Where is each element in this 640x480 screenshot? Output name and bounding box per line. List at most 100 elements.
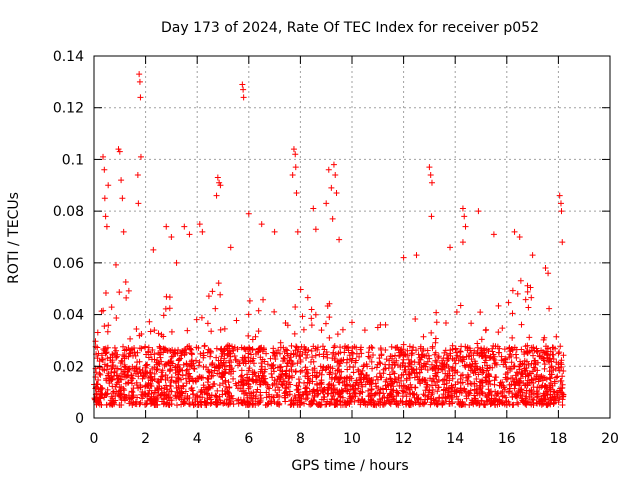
roti-peak-point bbox=[545, 270, 552, 277]
roti-point bbox=[540, 393, 547, 400]
roti-point bbox=[429, 386, 436, 393]
roti-point bbox=[390, 359, 397, 366]
roti-point bbox=[256, 375, 263, 382]
roti-point bbox=[297, 286, 304, 293]
roti-point bbox=[366, 392, 373, 399]
roti-point bbox=[157, 392, 164, 399]
roti-point bbox=[258, 395, 265, 402]
roti-point bbox=[324, 303, 331, 310]
roti-point bbox=[369, 365, 376, 372]
roti-point bbox=[502, 355, 509, 362]
roti-point bbox=[277, 373, 284, 380]
roti-point bbox=[351, 398, 358, 405]
roti-point bbox=[549, 351, 556, 358]
roti-point bbox=[487, 401, 494, 408]
roti-point bbox=[169, 353, 176, 360]
roti-point bbox=[241, 345, 248, 352]
roti-point bbox=[244, 371, 251, 378]
roti-peak-point bbox=[557, 200, 564, 207]
roti-point bbox=[123, 294, 130, 301]
roti-point bbox=[454, 369, 461, 376]
roti-point bbox=[158, 385, 165, 392]
roti-point bbox=[329, 355, 336, 362]
roti-point bbox=[275, 347, 282, 354]
roti-point bbox=[523, 347, 530, 354]
roti-point bbox=[338, 357, 345, 364]
roti-point bbox=[448, 384, 455, 391]
roti-point bbox=[402, 389, 409, 396]
roti-point bbox=[238, 344, 245, 351]
roti-point bbox=[559, 393, 566, 400]
roti-point bbox=[326, 400, 333, 407]
roti-peak-point bbox=[101, 195, 108, 202]
roti-point bbox=[459, 354, 466, 361]
x-tick-label: 6 bbox=[244, 431, 253, 447]
roti-point bbox=[274, 399, 281, 406]
roti-point bbox=[303, 385, 310, 392]
roti-point bbox=[116, 372, 123, 379]
roti-peak-point bbox=[428, 179, 435, 186]
roti-point bbox=[529, 396, 536, 403]
roti-point bbox=[168, 374, 175, 381]
roti-point bbox=[151, 351, 158, 358]
roti-point bbox=[121, 394, 128, 401]
roti-peak-point bbox=[136, 71, 143, 78]
roti-point bbox=[293, 382, 300, 389]
roti-point bbox=[288, 342, 295, 349]
roti-point bbox=[320, 389, 327, 396]
roti-point bbox=[306, 380, 313, 387]
roti-point bbox=[466, 390, 473, 397]
roti-point bbox=[234, 358, 241, 365]
roti-point bbox=[264, 384, 271, 391]
roti-point bbox=[500, 361, 507, 368]
roti-point bbox=[184, 366, 191, 373]
roti-point bbox=[282, 371, 289, 378]
roti-point bbox=[295, 391, 302, 398]
roti-point bbox=[196, 359, 203, 366]
roti-peak-point bbox=[227, 244, 234, 251]
roti-point bbox=[281, 385, 288, 392]
roti-point bbox=[204, 366, 211, 373]
roti-point bbox=[429, 389, 436, 396]
roti-point bbox=[246, 297, 253, 304]
roti-peak-point bbox=[377, 321, 384, 328]
roti-peak-point bbox=[217, 182, 224, 189]
roti-point bbox=[181, 351, 188, 358]
roti-point bbox=[166, 294, 173, 301]
roti-point bbox=[396, 353, 403, 360]
roti-point bbox=[535, 398, 542, 405]
roti-point bbox=[336, 375, 343, 382]
roti-point bbox=[496, 345, 503, 352]
roti-point bbox=[548, 364, 555, 371]
roti-point bbox=[149, 347, 156, 354]
roti-point bbox=[208, 373, 215, 380]
roti-point bbox=[325, 363, 332, 370]
roti-point bbox=[138, 345, 145, 352]
roti-point bbox=[233, 317, 240, 324]
roti-point bbox=[498, 357, 505, 364]
roti-point bbox=[205, 346, 212, 353]
roti-point bbox=[395, 390, 402, 397]
roti-point bbox=[115, 375, 122, 382]
roti-peak-point bbox=[240, 86, 247, 93]
roti-point bbox=[403, 393, 410, 400]
roti-point bbox=[125, 372, 132, 379]
roti-point bbox=[399, 352, 406, 359]
roti-point bbox=[528, 379, 535, 386]
roti-point bbox=[240, 360, 247, 367]
roti-point bbox=[479, 389, 486, 396]
roti-peak-point bbox=[447, 244, 454, 251]
roti-point bbox=[289, 372, 296, 379]
roti-point bbox=[109, 401, 116, 408]
roti-point bbox=[435, 365, 442, 372]
roti-point bbox=[207, 353, 214, 360]
roti-point bbox=[351, 389, 358, 396]
roti-point bbox=[331, 401, 338, 408]
roti-peak-point bbox=[374, 324, 381, 331]
roti-point bbox=[308, 306, 315, 313]
roti-point bbox=[117, 360, 124, 367]
roti-point bbox=[253, 377, 260, 384]
roti-point bbox=[257, 389, 264, 396]
roti-point bbox=[125, 287, 132, 294]
roti-peak-point bbox=[459, 205, 466, 212]
